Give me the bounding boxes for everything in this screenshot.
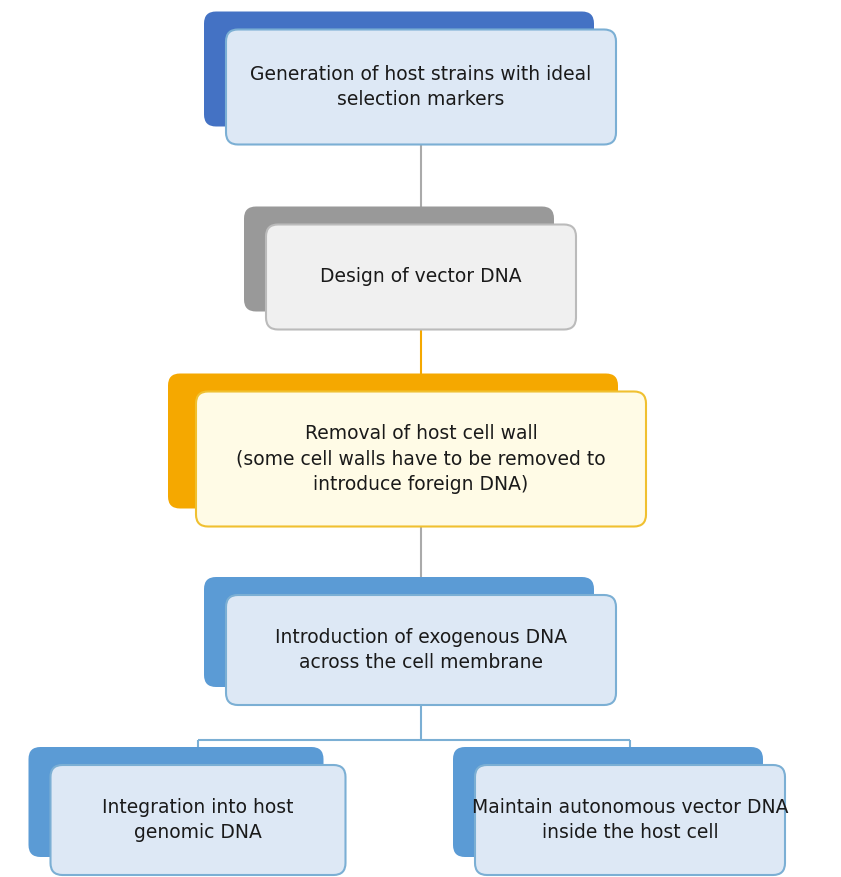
- Text: Removal of host cell wall
(some cell walls have to be removed to
introduce forei: Removal of host cell wall (some cell wal…: [236, 424, 606, 495]
- FancyBboxPatch shape: [29, 747, 324, 857]
- FancyBboxPatch shape: [226, 30, 616, 145]
- Text: Maintain autonomous vector DNA
inside the host cell: Maintain autonomous vector DNA inside th…: [472, 797, 788, 843]
- FancyBboxPatch shape: [204, 577, 594, 687]
- FancyBboxPatch shape: [226, 595, 616, 705]
- FancyBboxPatch shape: [168, 374, 618, 509]
- FancyBboxPatch shape: [196, 391, 646, 526]
- FancyBboxPatch shape: [204, 11, 594, 126]
- FancyBboxPatch shape: [244, 206, 554, 311]
- Text: Design of vector DNA: Design of vector DNA: [320, 267, 521, 287]
- FancyBboxPatch shape: [453, 747, 763, 857]
- Text: Generation of host strains with ideal
selection markers: Generation of host strains with ideal se…: [251, 65, 591, 110]
- Text: Introduction of exogenous DNA
across the cell membrane: Introduction of exogenous DNA across the…: [275, 628, 567, 673]
- FancyBboxPatch shape: [50, 765, 346, 875]
- Text: Integration into host
genomic DNA: Integration into host genomic DNA: [103, 797, 294, 843]
- FancyBboxPatch shape: [266, 225, 576, 330]
- FancyBboxPatch shape: [475, 765, 785, 875]
